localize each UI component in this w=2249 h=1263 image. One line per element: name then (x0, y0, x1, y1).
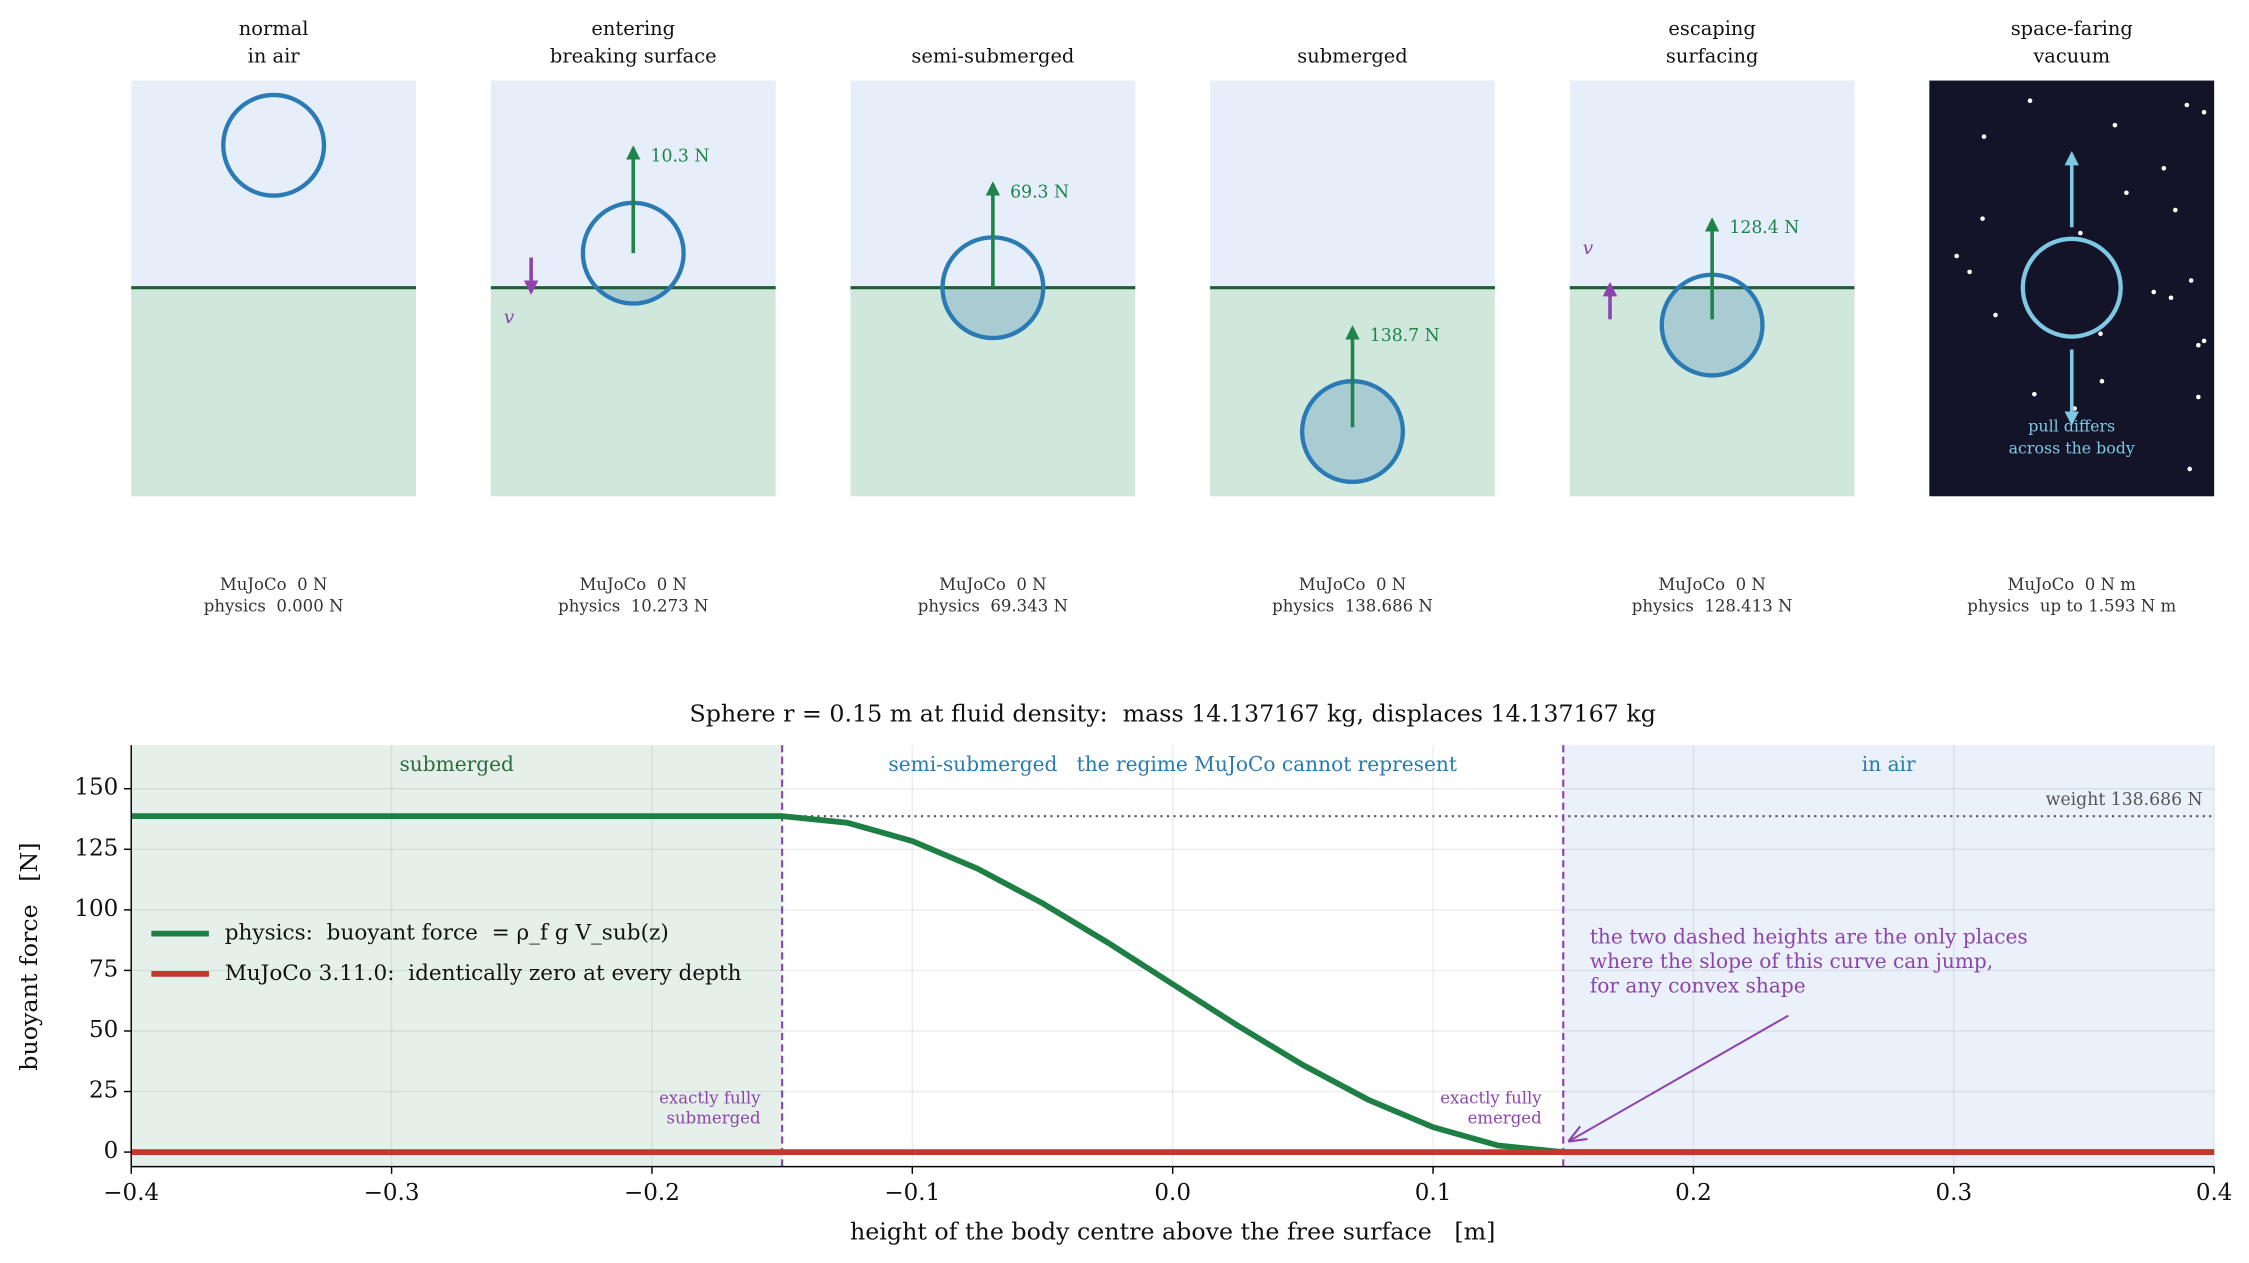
star (1967, 269, 1972, 275)
body (221, 92, 327, 198)
y-tick-label: 50 (89, 1017, 118, 1043)
star (2168, 295, 2174, 301)
threshold-label: exactly fully (659, 1089, 761, 1108)
body (2020, 236, 2123, 339)
legend-label: MuJoCo 3.11.0: identically zero at every… (225, 961, 742, 986)
force-label: 138.7 N (1370, 326, 1440, 346)
star (1981, 134, 1987, 139)
x-tick-label: 0.1 (1415, 1180, 1452, 1206)
physics-result: physics 128.413 N (1632, 597, 1793, 616)
panel-note: pull differs (2028, 417, 2115, 436)
star (2032, 391, 2037, 397)
x-tick-label: −0.3 (364, 1180, 420, 1206)
mujoco-result: MuJoCo 0 N (579, 575, 687, 594)
threshold-label: emerged (1468, 1109, 1543, 1128)
air (1210, 80, 1495, 288)
panel-title: semi-submerged (911, 45, 1074, 68)
physics-result: physics 10.273 N (558, 597, 708, 616)
annotation: the two dashed heights are the only plac… (1590, 924, 2028, 948)
star (2078, 230, 2083, 236)
physics-result: physics 138.686 N (1272, 597, 1433, 616)
force-label: 69.3 N (1010, 182, 1069, 202)
y-tick-label: 75 (89, 956, 118, 982)
region-label: semi-submerged the regime MuJoCo cannot … (888, 752, 1457, 776)
annotation: where the slope of this curve can jump, (1590, 949, 1993, 973)
series-line (131, 813, 2215, 1155)
star (2161, 166, 2167, 171)
y-axis-label: buoyant force [N] (15, 842, 43, 1070)
physics-result: physics 69.343 N (918, 597, 1068, 616)
panel-title: submerged (1297, 45, 1407, 68)
star (2098, 331, 2103, 337)
submerged-part (942, 287, 1044, 339)
panel-title: surfacing (1666, 45, 1758, 68)
y-tick-label: 0 (104, 1138, 119, 1164)
x-tick-label: −0.1 (884, 1180, 940, 1206)
star (1954, 253, 1959, 259)
annotation: for any convex shape (1590, 973, 1806, 997)
submerged-part (1302, 381, 1403, 482)
star (2151, 289, 2157, 295)
force-label: 10.3 N (651, 146, 710, 166)
x-tick-label: 0.0 (1154, 1180, 1191, 1206)
physics-result: physics up to 1.593 N m (1967, 597, 2176, 616)
star (1993, 312, 1998, 318)
star (2027, 98, 2033, 103)
y-tick-label: 25 (89, 1078, 118, 1104)
panel-background (1929, 80, 2215, 497)
panel-title: normal (239, 17, 309, 40)
legend-label: physics: buoyant force = ρ_f g V_sub(z) (225, 921, 669, 946)
star (2201, 109, 2207, 115)
mujoco-result: MuJoCo 0 N (1299, 575, 1407, 594)
mujoco-result: MuJoCo 0 N (1658, 575, 1766, 594)
region-label: submerged (399, 752, 514, 776)
star (2112, 122, 2118, 128)
threshold-label: submerged (667, 1109, 761, 1128)
velocity-label: v (504, 307, 515, 328)
y-tick-label: 125 (74, 835, 118, 861)
x-tick-label: 0.2 (1675, 1180, 1712, 1206)
star (2188, 278, 2194, 283)
panel-title: entering (591, 17, 675, 40)
velocity-label: v (1583, 238, 1594, 259)
threshold-label: exactly fully (1440, 1089, 1542, 1108)
star (2099, 378, 2105, 384)
y-tick-label: 100 (74, 896, 118, 922)
star (1980, 216, 1985, 221)
panel-title: vacuum (2032, 45, 2110, 68)
x-tick-label: −0.2 (624, 1180, 680, 1206)
x-axis-label: height of the body centre above the free… (850, 1217, 1495, 1245)
x-tick-label: 0.4 (2196, 1180, 2233, 1206)
x-tick-label: 0.3 (1936, 1180, 1973, 1206)
submerged-part (1661, 287, 1763, 376)
physics-result: physics 0.000 N (204, 597, 344, 616)
star (2173, 207, 2178, 213)
panel-title: escaping (1668, 17, 1755, 40)
chart-title: Sphere r = 0.15 m at fluid density: mass… (689, 699, 1655, 727)
star (2201, 338, 2207, 344)
reference-label: weight 138.686 N (2046, 790, 2203, 810)
mujoco-result: MuJoCo 0 N m (2008, 575, 2137, 594)
air (131, 80, 417, 288)
x-tick-label: −0.4 (103, 1180, 159, 1206)
star (2124, 190, 2129, 196)
star (2184, 102, 2190, 108)
mujoco-result: MuJoCo 0 N (939, 575, 1047, 594)
star (2187, 466, 2193, 472)
panel-title: space-faring (2011, 17, 2133, 40)
panel-title: in air (248, 45, 301, 68)
star (2196, 342, 2201, 348)
y-tick-label: 150 (74, 775, 118, 801)
region-label: in air (1862, 752, 1916, 776)
annotation-arrow (1570, 1014, 1789, 1141)
star (2196, 394, 2201, 400)
water (131, 287, 417, 497)
mujoco-result: MuJoCo 0 N (220, 575, 328, 594)
panel-note: across the body (2009, 438, 2135, 457)
panel-title: breaking surface (550, 45, 717, 68)
force-label: 128.4 N (1729, 218, 1799, 238)
water (490, 287, 776, 497)
